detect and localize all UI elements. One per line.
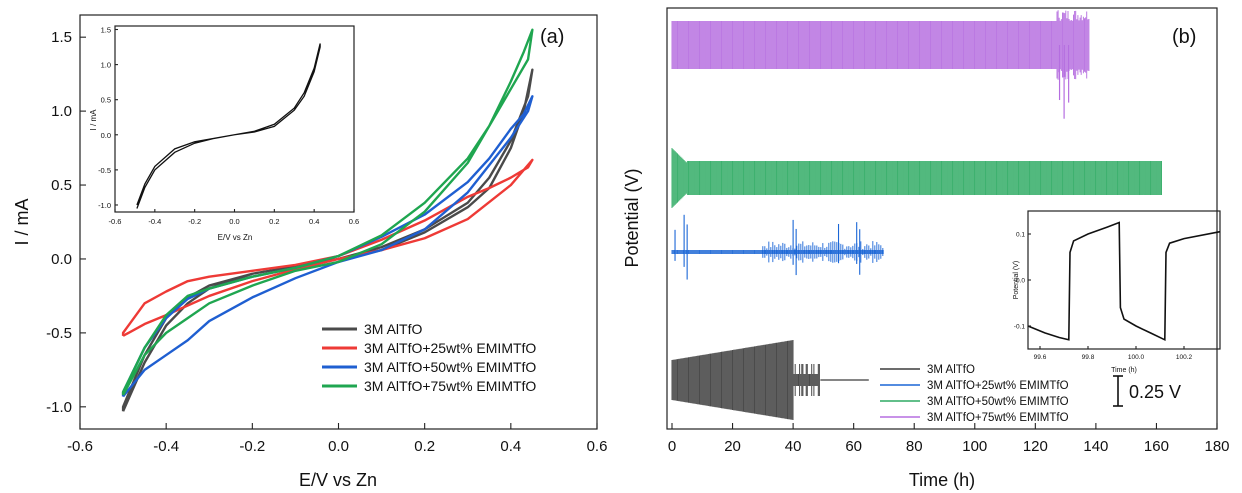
cycling-trace-3 <box>671 10 1090 119</box>
panel-b-frame <box>666 7 1218 430</box>
ia-ytick-label: 0.5 <box>101 96 111 105</box>
inset-a-ylabel: I / mA <box>89 109 98 131</box>
a-ytick-label: 0.5 <box>51 177 72 194</box>
panel-b: 0 20 40 60 80 100 120 140 160 180 (b) Time (h) Po… <box>622 7 1230 490</box>
scale-bar: 0.25 V <box>1113 375 1181 407</box>
ia-xtick-label: -0.6 <box>109 217 122 226</box>
legend-a-label: 3M AlTfO+50wt% EMIMTfO <box>364 359 536 375</box>
ib-xtick-label: 100.0 <box>1128 354 1145 361</box>
a-xtick-label: 0.4 <box>500 438 521 455</box>
legend-a-label: 3M AlTfO+25wt% EMIMTfO <box>364 340 536 356</box>
b-xtick-label: 40 <box>785 438 802 455</box>
ia-xtick-label: -0.4 <box>148 217 161 226</box>
a-xtick-label: -0.4 <box>153 438 179 455</box>
inset-b-ticks: 99.6 99.8 100.0 100.2 -0.1 0.0 0.1 <box>1014 232 1193 362</box>
cycling-trace-body <box>671 10 1090 80</box>
panel-a-ylabel: I / mA <box>12 198 32 245</box>
cv-curve-3 <box>121 28 534 396</box>
panel-a-legend: 3M AlTfO 3M AlTfO+25wt% EMIMTfO 3M AlTfO+5… <box>322 321 536 394</box>
panel-a-inset: -0.6 -0.4 -0.2 0.0 0.2 0.4 0.6 -1.0 -0.5 0.0 0.5 1.… <box>89 25 359 242</box>
panel-b-ylabel: Potential (V) <box>622 168 642 267</box>
inset-a-xlabel: E/V vs Zn <box>218 233 253 242</box>
a-ytick-label: -1.0 <box>46 399 72 416</box>
panel-b-inset: 99.6 99.8 100.0 100.2 -0.1 0.0 0.1 Time (h) Po… <box>1013 210 1221 374</box>
a-xtick-label: 0.0 <box>328 438 349 455</box>
cv-curve-0 <box>121 68 534 412</box>
ia-ytick-label: 1.0 <box>101 61 111 70</box>
ia-ytick-label: -0.5 <box>98 166 111 175</box>
cycling-trace-body <box>671 250 884 254</box>
scale-bar-label: 0.25 V <box>1129 382 1181 402</box>
cycling-trace-0 <box>671 340 869 420</box>
ia-xtick-label: 0.6 <box>349 217 359 226</box>
cycling-trace-2 <box>671 148 1162 208</box>
ib-ytick-label: 0.0 <box>1016 278 1025 285</box>
panel-b-label: (b) <box>1172 26 1196 48</box>
inset-b-curves <box>1027 221 1221 342</box>
inset-b-ylabel: Potential (V) <box>1013 261 1020 300</box>
panel-a: -0.6 -0.4 -0.2 0.0 0.2 0.4 0.6 -1.0 -0.5 0.0 0.5 1.… <box>12 14 607 490</box>
b-xtick-label: 160 <box>1144 438 1169 455</box>
ib-ytick-label: -0.1 <box>1014 324 1026 331</box>
b-xtick-label: 80 <box>906 438 923 455</box>
ia-ytick-label: -1.0 <box>98 201 111 210</box>
a-xtick-label: -0.2 <box>239 438 265 455</box>
inset-a-curves <box>136 43 321 209</box>
legend-a-label: 3M AlTfO+75wt% EMIMTfO <box>364 378 536 394</box>
cycling-trace-1 <box>671 214 884 280</box>
ia-xtick-label: 0.2 <box>269 217 279 226</box>
panel-b-ticks: 0 20 40 60 80 100 120 140 160 180 <box>668 423 1230 455</box>
inset-b-curve <box>1027 221 1221 342</box>
legend-b-label: 3M AlTfO+50wt% EMIMTfO <box>927 396 1069 408</box>
a-xtick-label: 0.6 <box>587 438 608 455</box>
panel-a-curves <box>121 28 534 412</box>
inset-a-ticks: -0.6 -0.4 -0.2 0.0 0.2 0.4 0.6 -1.0 -0.5 0.0 0.5 1.… <box>98 26 359 226</box>
ib-xtick-label: 99.6 <box>1034 354 1047 361</box>
legend-b-label: 3M AlTfO+75wt% EMIMTfO <box>927 412 1069 424</box>
ia-xtick-label: -0.2 <box>188 217 201 226</box>
b-xtick-label: 180 <box>1204 438 1229 455</box>
a-xtick-label: -0.6 <box>67 438 93 455</box>
ib-ytick-label: 0.1 <box>1016 232 1025 239</box>
legend-b-label: 3M AlTfO+25wt% EMIMTfO <box>927 380 1069 392</box>
inset-a-curve <box>136 43 321 209</box>
ia-ytick-label: 0.0 <box>101 131 111 140</box>
b-xtick-label: 20 <box>724 438 741 455</box>
a-ytick-label: 0.0 <box>51 251 72 268</box>
inset-b-xlabel: Time (h) <box>1111 367 1137 374</box>
b-xtick-label: 140 <box>1083 438 1108 455</box>
legend-b-label: 3M AlTfO <box>927 364 975 376</box>
inset-b-frame <box>1027 210 1221 350</box>
cycling-trace-body <box>671 148 1162 208</box>
ia-ytick-label: 1.5 <box>101 26 111 35</box>
ib-xtick-label: 99.8 <box>1082 354 1095 361</box>
a-xtick-label: 0.2 <box>414 438 435 455</box>
ib-xtick-label: 100.2 <box>1176 354 1193 361</box>
a-ytick-label: -0.5 <box>46 325 72 342</box>
panel-a-label: (a) <box>540 26 564 48</box>
panel-b-legend: 3M AlTfO 3M AlTfO+25wt% EMIMTfO 3M AlTfO+5… <box>880 364 1069 424</box>
b-xtick-label: 120 <box>1023 438 1048 455</box>
panel-b-traces <box>671 10 1162 420</box>
panel-a-xlabel: E/V vs Zn <box>299 470 377 490</box>
b-xtick-label: 60 <box>845 438 862 455</box>
panel-a-ticks: -0.6 -0.4 -0.2 0.0 0.2 0.4 0.6 -1.0 -0.5 0.0 0.5 1.… <box>46 29 607 455</box>
ia-xtick-label: 0.0 <box>229 217 239 226</box>
b-xtick-label: 100 <box>962 438 987 455</box>
a-ytick-label: 1.0 <box>51 103 72 120</box>
cv-curve-1 <box>121 158 534 337</box>
legend-a-label: 3M AlTfO <box>364 321 422 337</box>
panel-b-xlabel: Time (h) <box>909 470 975 490</box>
b-xtick-label: 0 <box>668 438 676 455</box>
a-ytick-label: 1.5 <box>51 29 72 46</box>
cycling-trace-body <box>671 340 820 420</box>
ia-xtick-label: 0.4 <box>309 217 319 226</box>
